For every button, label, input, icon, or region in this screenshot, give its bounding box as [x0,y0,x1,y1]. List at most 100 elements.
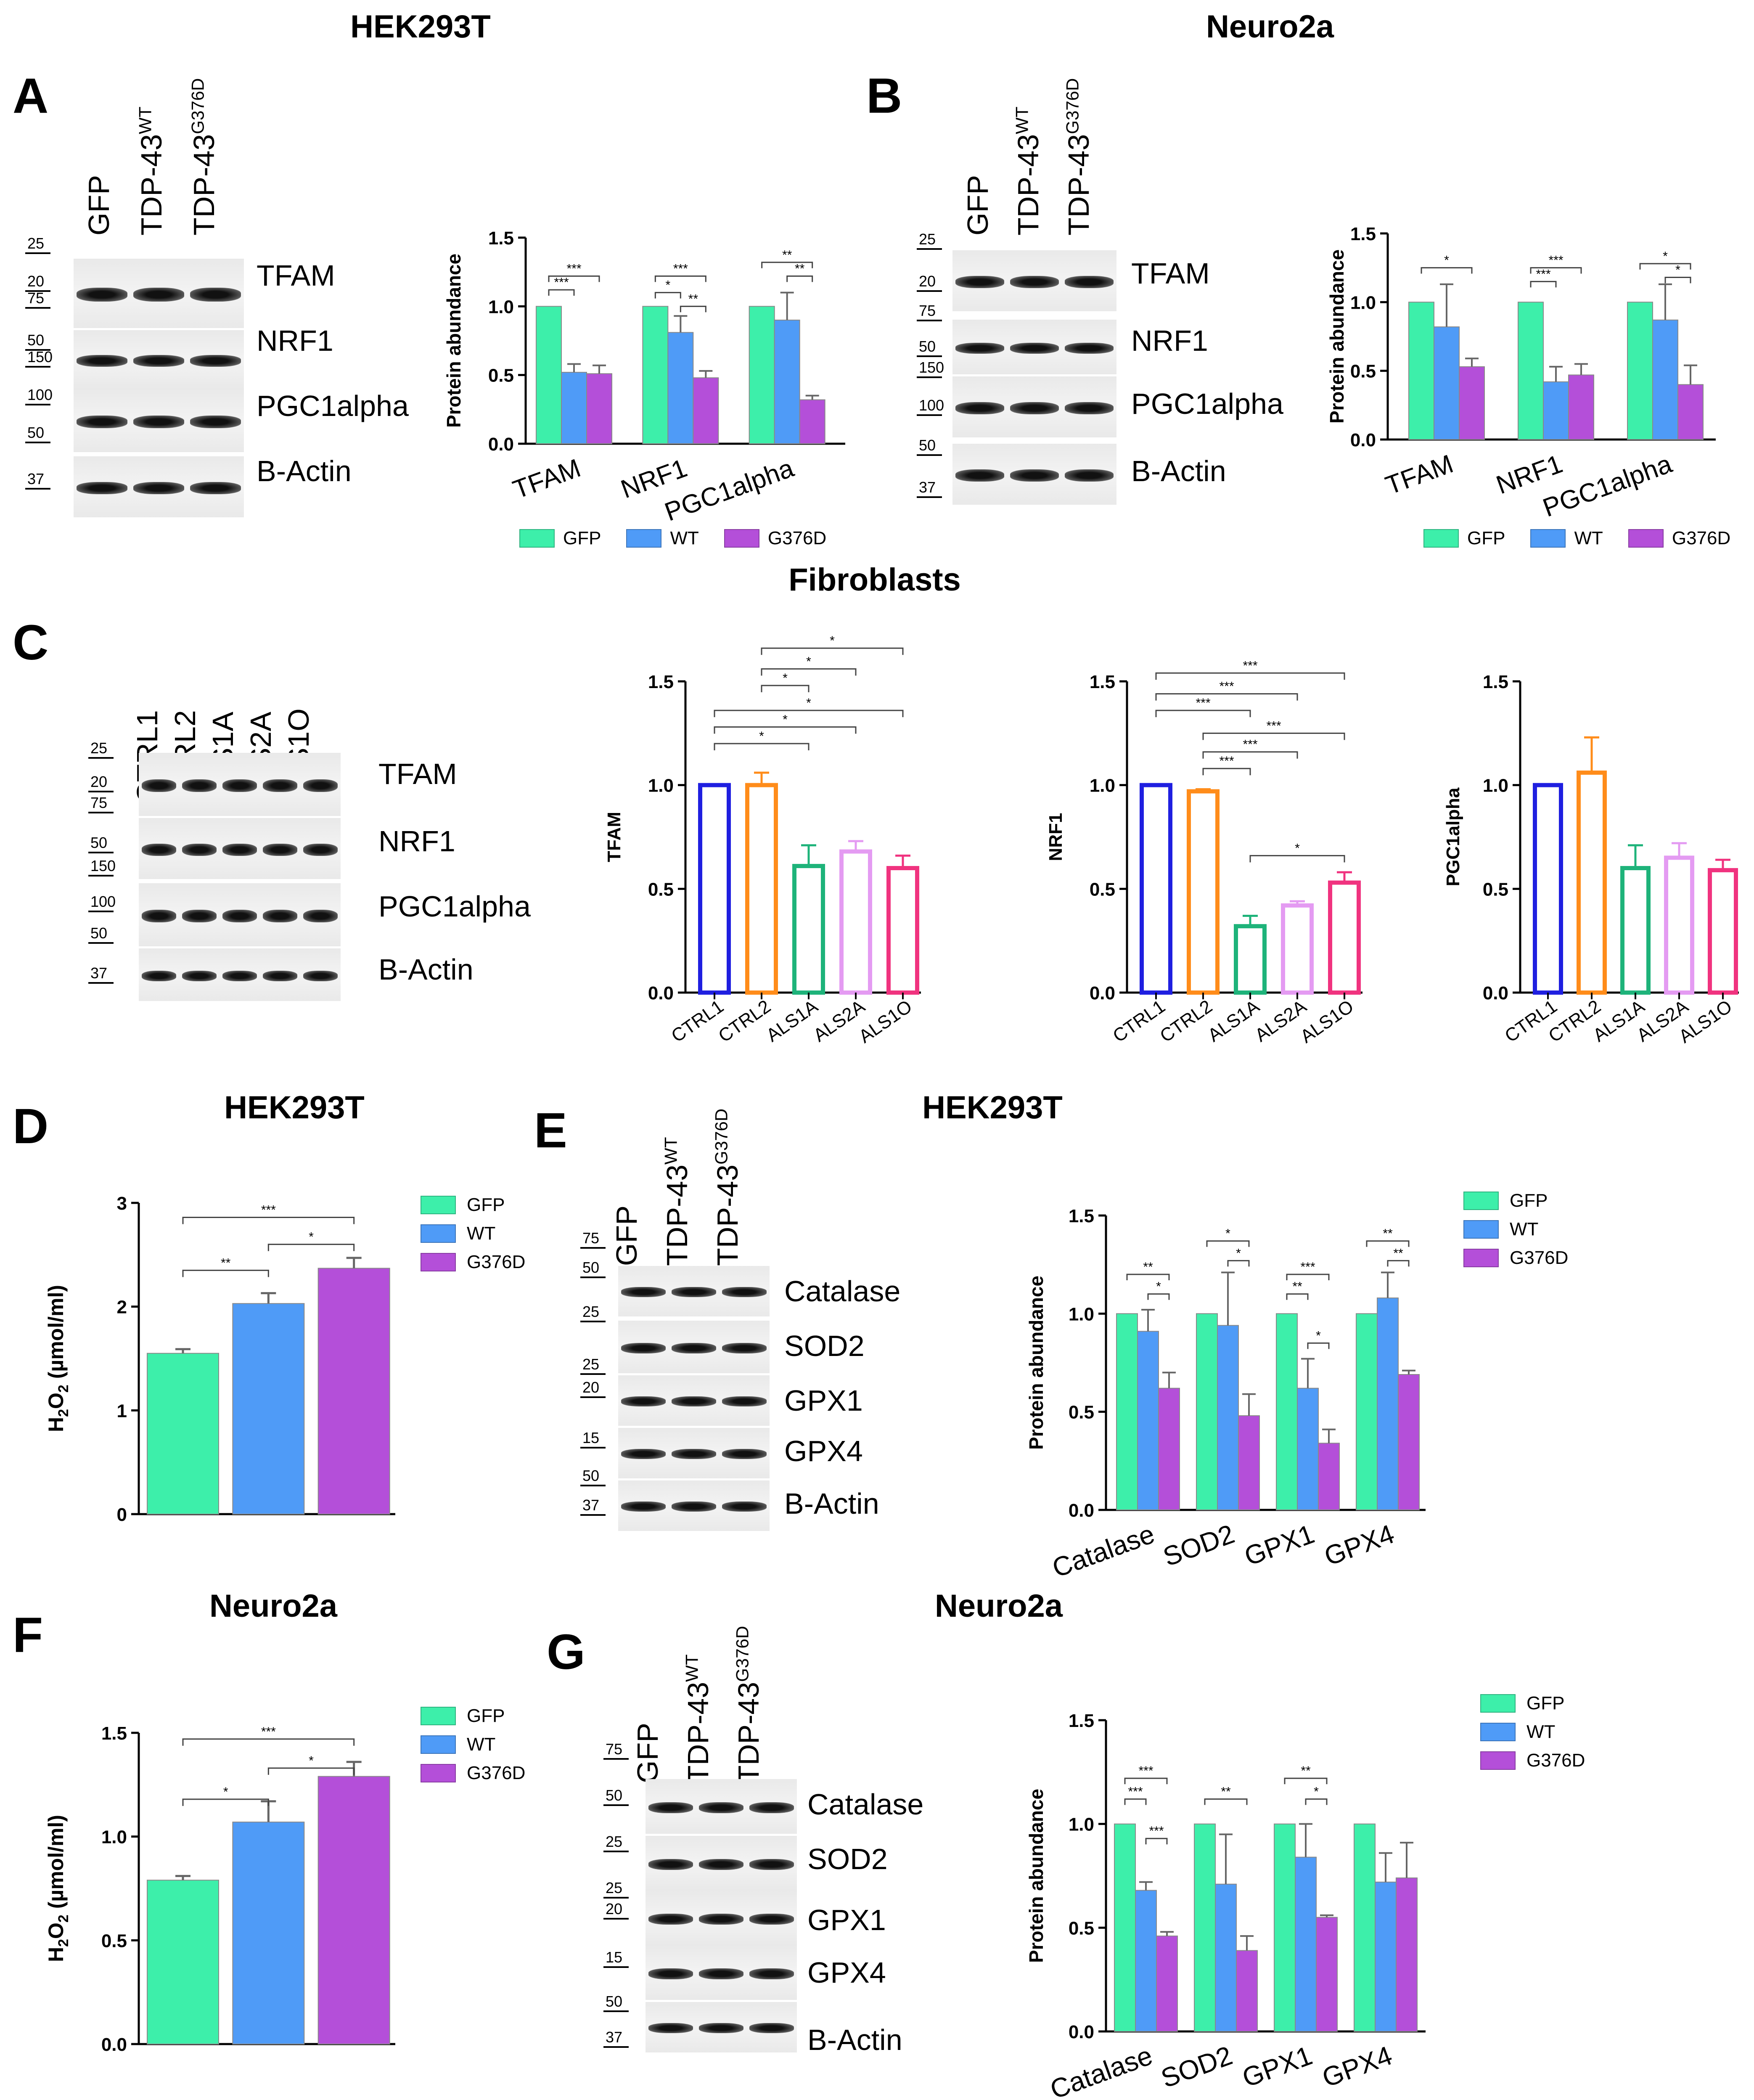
y-tick-label: 0.0 [1069,1500,1094,1521]
mw-marker: 20 [606,1900,623,1917]
significance-stars: * [665,278,670,292]
protein-label: NRF1 [257,324,333,357]
significance-bracket: ** [1286,1280,1309,1300]
bracket-line [182,1798,269,1806]
bar-gfp-gpx1 [1274,1823,1296,2032]
bracket-line [1664,277,1691,283]
bracket-line [1305,1798,1328,1805]
blot-band [142,910,176,922]
blot-band [182,910,217,922]
significance-bracket: *** [1124,1785,1147,1805]
blot-band [621,1396,666,1407]
legend-item: G376D [724,528,826,549]
panel-label-f: F [13,1607,43,1663]
mw-tick [603,2010,629,2012]
heading-neuro2a-f: Neuro2a [209,1588,338,1624]
significance-bracket: * [714,729,810,750]
lane-label: TDP-43G376D [711,1108,744,1266]
significance-stars: ** [1292,1280,1302,1294]
mw-marker: 50 [27,424,45,441]
protein-label: GPX1 [807,1904,886,1936]
bracket-line [680,305,706,312]
significance-stars: *** [1300,1260,1315,1274]
blot-band [955,342,1004,354]
legend-swatch [626,529,662,548]
bar-als1o [1708,868,1738,995]
bar-gfp-gpx4 [1354,1823,1376,2032]
blot-strip [952,444,1116,505]
heading-fibroblasts: Fibroblasts [788,562,961,598]
y-tick-label: 1.0 [101,1827,127,1848]
bar-g376d-gpx4 [1398,1374,1420,1510]
significance-stars: ** [221,1256,231,1270]
y-tick-label: 1 [117,1401,127,1421]
mw-marker: 15 [606,1949,623,1966]
blot-band [182,843,217,856]
significance-stars: *** [1149,1824,1164,1838]
significance-bracket: *** [1155,680,1298,701]
blot-band [722,1502,767,1512]
protein-label: PGC1alpha [257,389,409,422]
bar-gfp-catalase [1114,1823,1136,2032]
mw-tick [580,1485,606,1486]
blot-band [672,1287,716,1298]
legend-d: GFP WT G376D [421,1194,525,1280]
mw-marker: 75 [90,794,108,811]
y-axis-label: TFAM [604,812,624,862]
legend-swatch [421,1196,456,1214]
bracket-line [267,1767,355,1775]
mw-marker: 50 [582,1259,600,1276]
bar-wt-sod2 [1217,1325,1239,1510]
chart-c-tfam: 0.0 0.5 1.0 1.5 TFAM CTRL1CTRL2ALS1AALS2AALS1… [604,634,921,1047]
significance-stars: *** [261,1203,276,1217]
y-tick-label: 1.0 [1090,776,1115,796]
bracket-line [1202,732,1345,740]
legend-label: G376D [1510,1247,1569,1268]
significance-bracket: * [1227,1246,1250,1267]
protein-label: PGC1alpha [1131,387,1283,420]
mw-tick [917,248,942,250]
blot-band [182,970,217,981]
bracket-line [1639,263,1691,270]
blot-band [133,482,184,494]
y-tick-label: 0.0 [648,983,674,1004]
mw-tick [603,1918,629,1920]
legend-swatch [724,529,759,548]
blot-band [955,469,1004,482]
legend-label: GFP [467,1194,505,1215]
blot-strip [618,1321,770,1373]
bracket-line [1204,1798,1248,1805]
significance-bracket: *** [1202,738,1298,759]
legend-swatch [421,1707,456,1725]
legend-label: GFP [1510,1190,1548,1211]
protein-label: GPX1 [784,1384,863,1417]
blot-strip [74,389,244,452]
bar-ctrl2 [1577,771,1607,995]
legend-label: G376D [1526,1750,1585,1771]
bracket-line [1421,267,1473,274]
mw-marker: 25 [27,235,45,252]
legend-label: WT [1526,1721,1556,1742]
bar-gfp-gpx1 [1276,1313,1298,1510]
blot-band [672,1343,716,1353]
legend-swatch [1480,1723,1516,1741]
mw-marker: 20 [90,773,108,790]
mw-marker: 25 [582,1303,600,1320]
mw-marker: 75 [606,1740,623,1758]
blot-strip [952,250,1116,311]
mw-tick [917,414,942,416]
legend-swatch [1628,529,1664,548]
x-tick-label: CTRL2 [1156,996,1216,1046]
blot-band [722,1287,767,1298]
significance-bracket: * [1664,263,1691,283]
chart-g-protein-abundance: 0.0 0.5 1.0 1.5 Protein abundance Catalase SOD… [1025,1711,1426,2100]
heading-neuro2a-top: Neuro2a [1206,9,1334,45]
x-tick-label: ALS2A [810,996,869,1046]
legend-swatch [1480,1694,1516,1713]
blot-band [699,1802,743,1813]
significance-stars: ** [1393,1246,1403,1260]
protein-label: NRF1 [378,825,455,858]
lane-label: TDP-43WT [661,1137,693,1266]
y-tick-label: 1.0 [1069,1304,1094,1324]
significance-stars: ** [1383,1227,1393,1241]
